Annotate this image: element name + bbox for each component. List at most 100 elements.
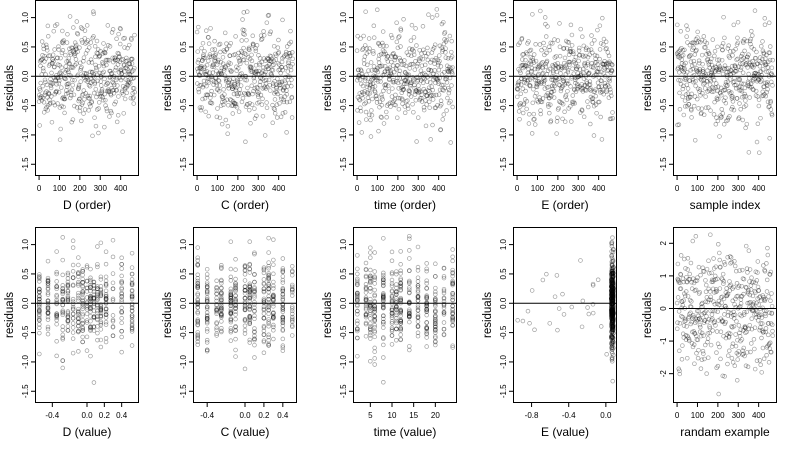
data-point [734,281,740,286]
data-point [761,84,766,90]
data-point [407,89,413,95]
data-point [699,77,704,83]
data-point [514,86,520,92]
data-point [45,95,50,100]
data-point [83,78,88,83]
data-point [704,266,710,272]
plot-frame [193,0,297,176]
data-point [766,20,772,26]
data-point [223,64,228,69]
data-point [201,82,207,88]
data-point [443,76,449,82]
data-point [371,64,377,69]
data-point [550,41,555,46]
data-point [417,97,423,103]
data-point [575,74,580,80]
data-point [249,102,255,107]
data-point [376,128,381,134]
data-point [601,91,606,97]
data-point [63,52,68,58]
data-point [208,26,213,31]
data-point [40,52,45,58]
data-point [88,266,93,272]
data-point [523,75,529,80]
data-point [252,279,257,285]
data-point [691,58,697,64]
data-point [70,238,76,244]
data-point [76,271,81,277]
data-point [703,105,709,110]
x-tick-label: 15 [409,411,418,420]
data-point [267,82,272,88]
data-point [530,58,536,63]
data-point [413,88,419,93]
data-point [266,66,271,71]
data-point [555,107,561,112]
data-point [195,81,200,86]
data-point [242,51,248,56]
data-point [725,361,730,367]
data-point [103,292,109,297]
y-tick-label: 1.0 [21,238,30,250]
data-point [598,114,603,120]
data-point [48,100,53,106]
data-point [443,55,449,60]
data-point [46,91,52,96]
data-point [561,60,567,66]
data-point [282,53,287,59]
data-point [257,56,263,61]
data-point [402,110,408,115]
data-point [730,104,735,110]
data-point [571,51,576,57]
data-point [76,298,81,303]
data-point [538,111,543,117]
data-point [547,321,552,326]
data-point [104,106,109,111]
data-point [355,335,360,341]
data-point [539,47,544,53]
y-tick-label: 1.0 [659,11,668,23]
data-point [261,277,267,282]
data-point [124,85,129,90]
data-point [110,237,116,243]
y-tick-label: -1.5 [659,157,668,171]
data-point [76,82,82,88]
data-point [753,56,759,61]
data-point [759,93,765,99]
data-point [605,67,611,73]
data-point [677,47,683,52]
data-point [594,110,599,116]
data-point [675,320,680,325]
data-point [527,111,532,117]
data-point [381,236,386,241]
data-point [266,77,272,83]
data-point [113,99,118,105]
data-point [361,57,367,63]
data-point [94,67,99,73]
data-point [728,71,734,77]
data-point [195,66,200,72]
data-point [99,93,104,99]
data-point [705,79,710,84]
data-point [217,83,222,88]
data-point [286,60,291,66]
data-point [677,55,682,60]
x-tick-label: 5 [368,411,373,420]
data-point [371,73,376,79]
data-point [237,59,242,64]
data-point [424,268,429,274]
data-point [536,81,542,86]
data-point [232,83,238,89]
data-point [601,64,607,70]
data-point [377,64,382,69]
data-point [434,7,440,12]
data-point [372,84,378,89]
data-point [212,55,218,61]
data-point [376,56,381,62]
data-point [732,63,738,69]
data-point [431,93,437,98]
data-point [358,67,364,72]
data-point [227,67,233,73]
data-point [529,131,535,136]
data-point [202,64,207,70]
